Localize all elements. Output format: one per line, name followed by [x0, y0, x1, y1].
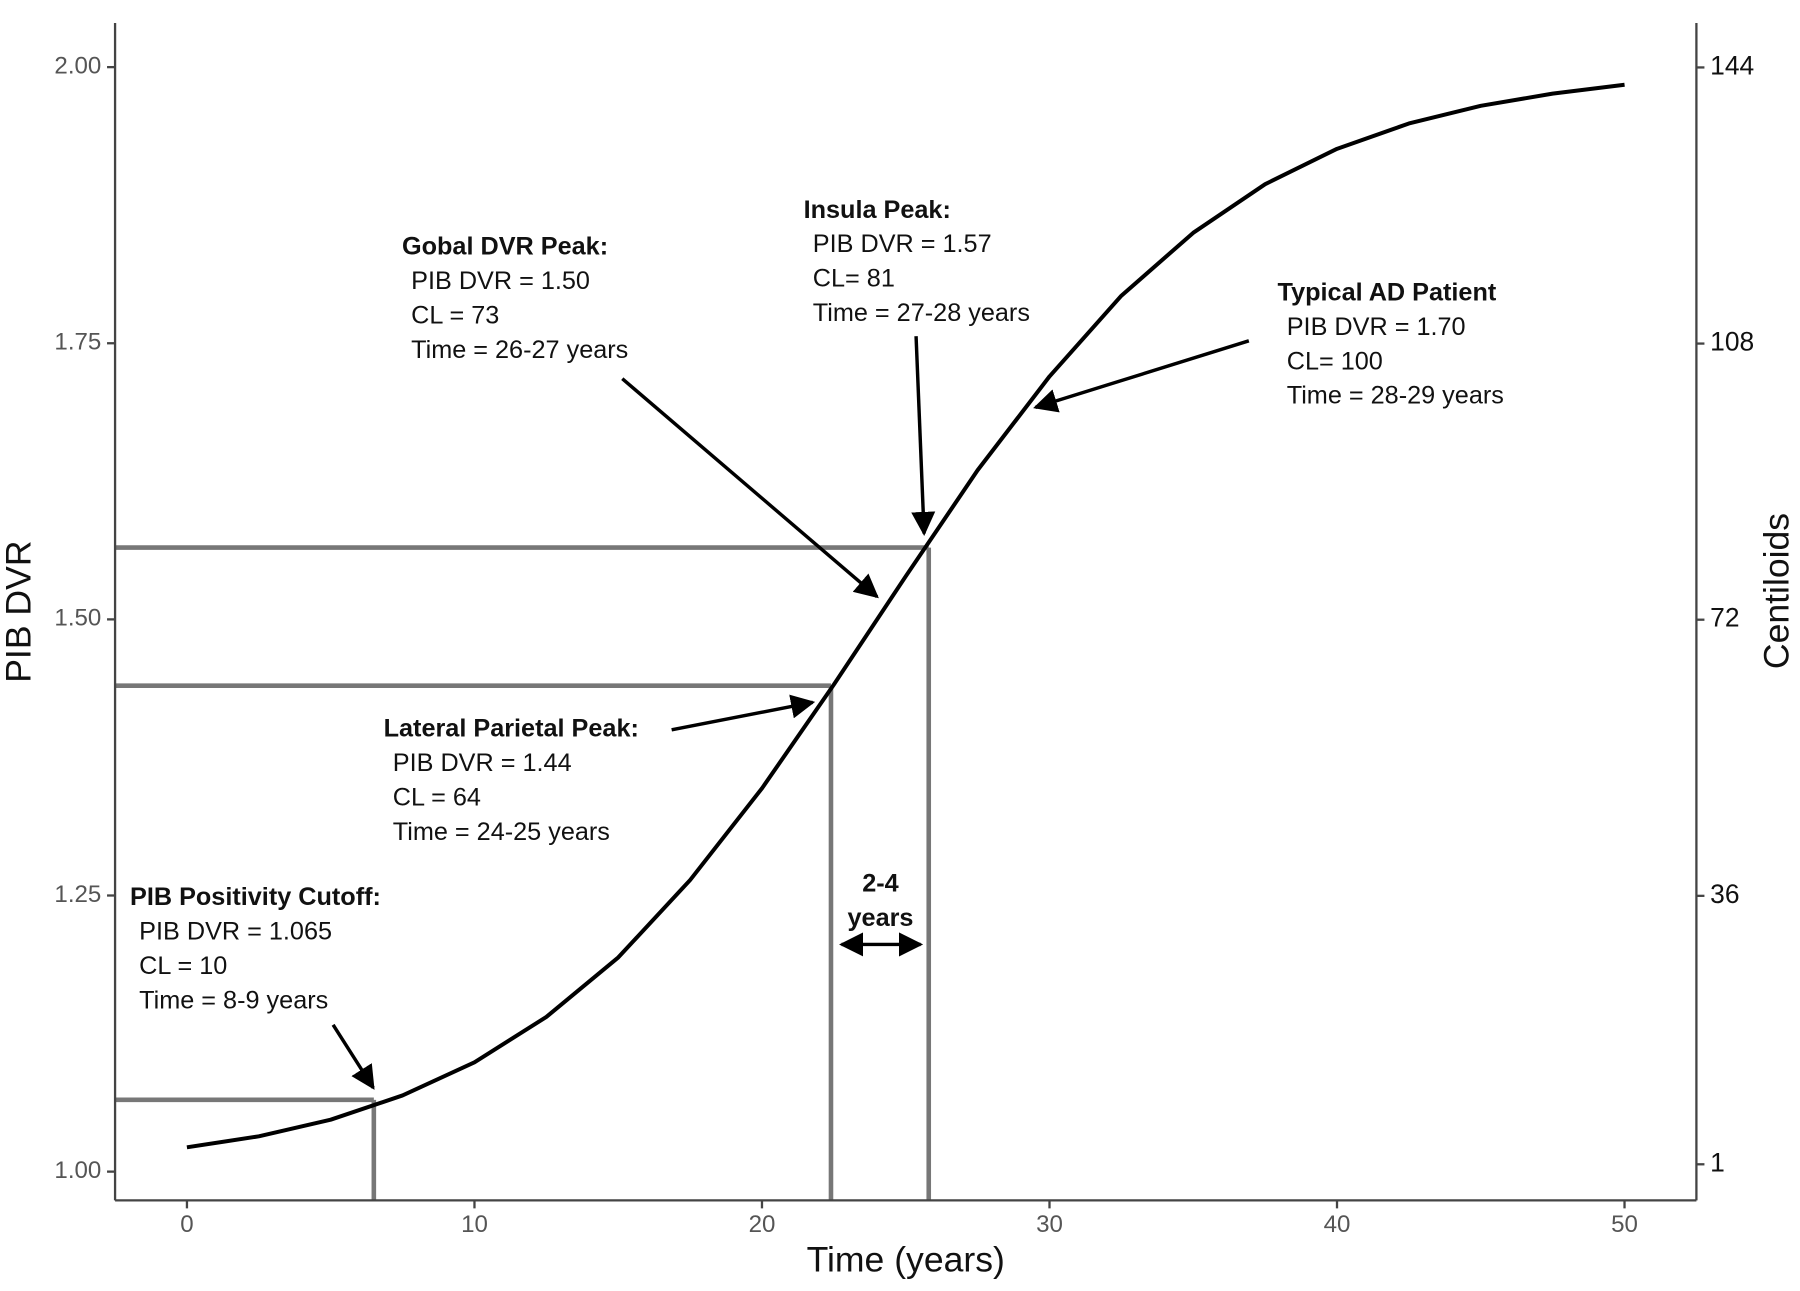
annotation-text: CL = 10 [139, 952, 227, 980]
x-tick-label: 40 [1324, 1211, 1351, 1238]
annotation-text: CL= 100 [1287, 347, 1383, 375]
y2-axis-title: Centiloids [1756, 513, 1796, 669]
annotation-text: CL = 73 [411, 301, 499, 329]
x-tick-label: 50 [1611, 1211, 1638, 1238]
y-axis-title: PIB DVR [0, 540, 38, 682]
annotation-arrow [621, 377, 879, 599]
annotation-text: Time = 27-28 years [813, 299, 1030, 327]
x-tick-label: 10 [461, 1211, 488, 1238]
y2-tick-label: 1 [1710, 1147, 1725, 1177]
y2-tick-label: 144 [1710, 50, 1754, 80]
annotation-heading: Insula Peak: [804, 196, 951, 224]
y-tick-label: 1.00 [54, 1157, 101, 1184]
annotation-arrow [671, 694, 816, 732]
x-tick-label: 20 [749, 1211, 776, 1238]
annotation-arrow [331, 1023, 375, 1090]
annotation-heading: Lateral Parietal Peak: [384, 715, 639, 743]
annotation-text: PIB DVR = 1.50 [411, 267, 590, 295]
annotation-text: Time = 8-9 years [139, 986, 328, 1014]
annotation-heading: Typical AD Patient [1278, 278, 1497, 306]
y-tick-label: 1.50 [54, 605, 101, 632]
y-tick-label: 1.25 [54, 881, 101, 908]
annotation-text: PIB DVR = 1.065 [139, 918, 332, 946]
annotation-text: CL = 64 [393, 783, 481, 811]
annotation-heading: PIB Positivity Cutoff: [130, 883, 381, 911]
y2-tick-label: 72 [1710, 603, 1739, 633]
span-label: 2-4 [862, 869, 898, 897]
annotation-arrow [911, 336, 936, 537]
annotation-text: PIB DVR = 1.57 [813, 230, 992, 258]
annotation-heading: Gobal DVR Peak: [402, 233, 608, 261]
x-tick-label: 30 [1036, 1211, 1063, 1238]
annotation-arrow [1033, 339, 1250, 413]
y-tick-label: 2.00 [54, 52, 101, 79]
curve [186, 82, 1625, 1150]
y-tick-label: 1.75 [54, 329, 101, 356]
span-label: years [848, 904, 914, 932]
annotation-text: Time = 26-27 years [411, 336, 628, 364]
y2-tick-label: 108 [1710, 327, 1754, 357]
annotation-text: PIB DVR = 1.70 [1287, 313, 1466, 341]
x-tick-label: 0 [180, 1211, 193, 1238]
annotation-text: PIB DVR = 1.44 [393, 749, 572, 777]
x-axis-title: Time (years) [807, 1240, 1005, 1280]
annotation-text: Time = 24-25 years [393, 818, 610, 846]
annotation-text: Time = 28-29 years [1287, 382, 1504, 410]
annotation-text: CL= 81 [813, 265, 895, 293]
y2-tick-label: 36 [1710, 879, 1739, 909]
